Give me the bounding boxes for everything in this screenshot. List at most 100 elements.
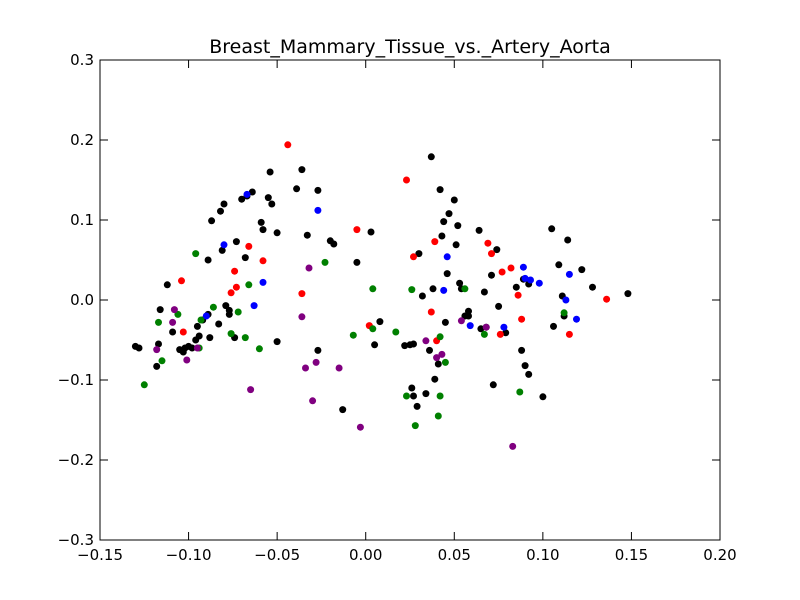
data-point <box>415 250 423 258</box>
data-point <box>266 168 274 176</box>
data-point <box>465 307 472 315</box>
data-point <box>436 333 444 341</box>
x-tick-label: 0.00 <box>349 546 382 564</box>
data-point <box>227 330 235 338</box>
data-point <box>525 370 533 378</box>
data-point <box>156 306 164 314</box>
data-point <box>392 328 400 336</box>
data-point <box>206 334 214 342</box>
data-point <box>401 342 409 350</box>
data-point <box>264 194 272 202</box>
data-point <box>208 217 216 225</box>
data-point <box>305 264 313 272</box>
data-point <box>339 406 347 414</box>
data-point <box>436 186 444 194</box>
data-point <box>163 281 171 289</box>
data-point <box>174 310 182 318</box>
data-point <box>232 283 240 291</box>
data-point <box>232 238 240 246</box>
chart-title: Breast_Mammary_Tissue_vs._Artery_Aorta <box>209 36 611 58</box>
data-point <box>217 207 224 215</box>
y-tick-label: 0.2 <box>70 131 94 149</box>
data-point <box>192 250 200 258</box>
data-point <box>222 302 230 310</box>
y-tick-label: −0.2 <box>58 451 94 469</box>
data-point <box>436 392 444 400</box>
data-point <box>512 283 520 291</box>
data-point <box>170 306 178 314</box>
y-tick-label: 0.1 <box>70 211 94 229</box>
data-point <box>431 375 439 383</box>
data-point <box>565 330 573 338</box>
data-point <box>565 270 573 278</box>
data-point <box>507 264 515 272</box>
data-point <box>178 277 185 285</box>
data-point <box>273 229 281 237</box>
y-tick-label: 0.3 <box>70 51 94 69</box>
data-point <box>493 246 501 254</box>
data-point <box>140 381 148 389</box>
data-point <box>562 296 570 304</box>
data-point <box>376 318 384 326</box>
data-point <box>220 241 228 249</box>
data-point <box>243 190 251 198</box>
data-point <box>220 200 228 208</box>
data-point <box>302 364 309 372</box>
data-point <box>193 344 201 352</box>
data-point <box>247 386 255 394</box>
data-point <box>509 442 517 450</box>
data-point <box>268 200 276 208</box>
data-point <box>349 331 357 339</box>
data-point <box>560 309 568 317</box>
data-point <box>215 320 223 328</box>
data-point <box>438 232 446 240</box>
data-point <box>488 271 495 279</box>
data-point <box>539 393 547 401</box>
data-point <box>550 322 557 330</box>
data-point <box>227 289 235 297</box>
data-point <box>241 254 249 262</box>
data-point <box>298 290 306 298</box>
data-point <box>369 285 377 293</box>
data-point <box>202 312 210 320</box>
data-point <box>434 412 442 420</box>
data-point <box>259 278 267 286</box>
data-point <box>367 228 375 236</box>
data-point <box>427 308 435 316</box>
data-point <box>521 274 529 282</box>
data-point <box>309 397 317 405</box>
data-point <box>518 346 526 354</box>
data-point <box>500 323 508 331</box>
data-point <box>413 402 421 410</box>
data-point <box>440 286 448 294</box>
data-point <box>273 338 281 346</box>
y-tick-label: −0.3 <box>58 531 94 549</box>
data-point <box>155 318 162 326</box>
data-point <box>153 362 161 370</box>
data-point <box>356 423 364 431</box>
data-point <box>403 176 410 184</box>
data-point <box>321 258 329 266</box>
data-point <box>218 246 226 254</box>
data-point <box>158 357 166 365</box>
data-point <box>330 240 338 248</box>
data-point <box>433 354 441 362</box>
y-tick-label: 0.0 <box>70 291 94 309</box>
x-tick-label: 0.20 <box>703 546 736 564</box>
x-tick-label: 0.05 <box>438 546 471 564</box>
data-point <box>408 286 416 294</box>
y-tick-label: −0.1 <box>58 371 94 389</box>
data-point <box>209 303 217 311</box>
ticks-layer: −0.15 −0.10 −0.05 0.00 0.05 0.10 0.15 0.20 −0.3 −… <box>58 51 737 564</box>
data-point <box>314 186 322 194</box>
x-tick-label: −0.15 <box>77 546 123 564</box>
data-point <box>418 292 426 300</box>
data-point <box>516 388 524 396</box>
data-point <box>496 330 504 338</box>
data-point <box>498 268 506 276</box>
data-point <box>153 346 161 354</box>
data-point <box>456 279 464 287</box>
x-tick-label: 0.10 <box>526 546 559 564</box>
data-point <box>238 195 246 203</box>
